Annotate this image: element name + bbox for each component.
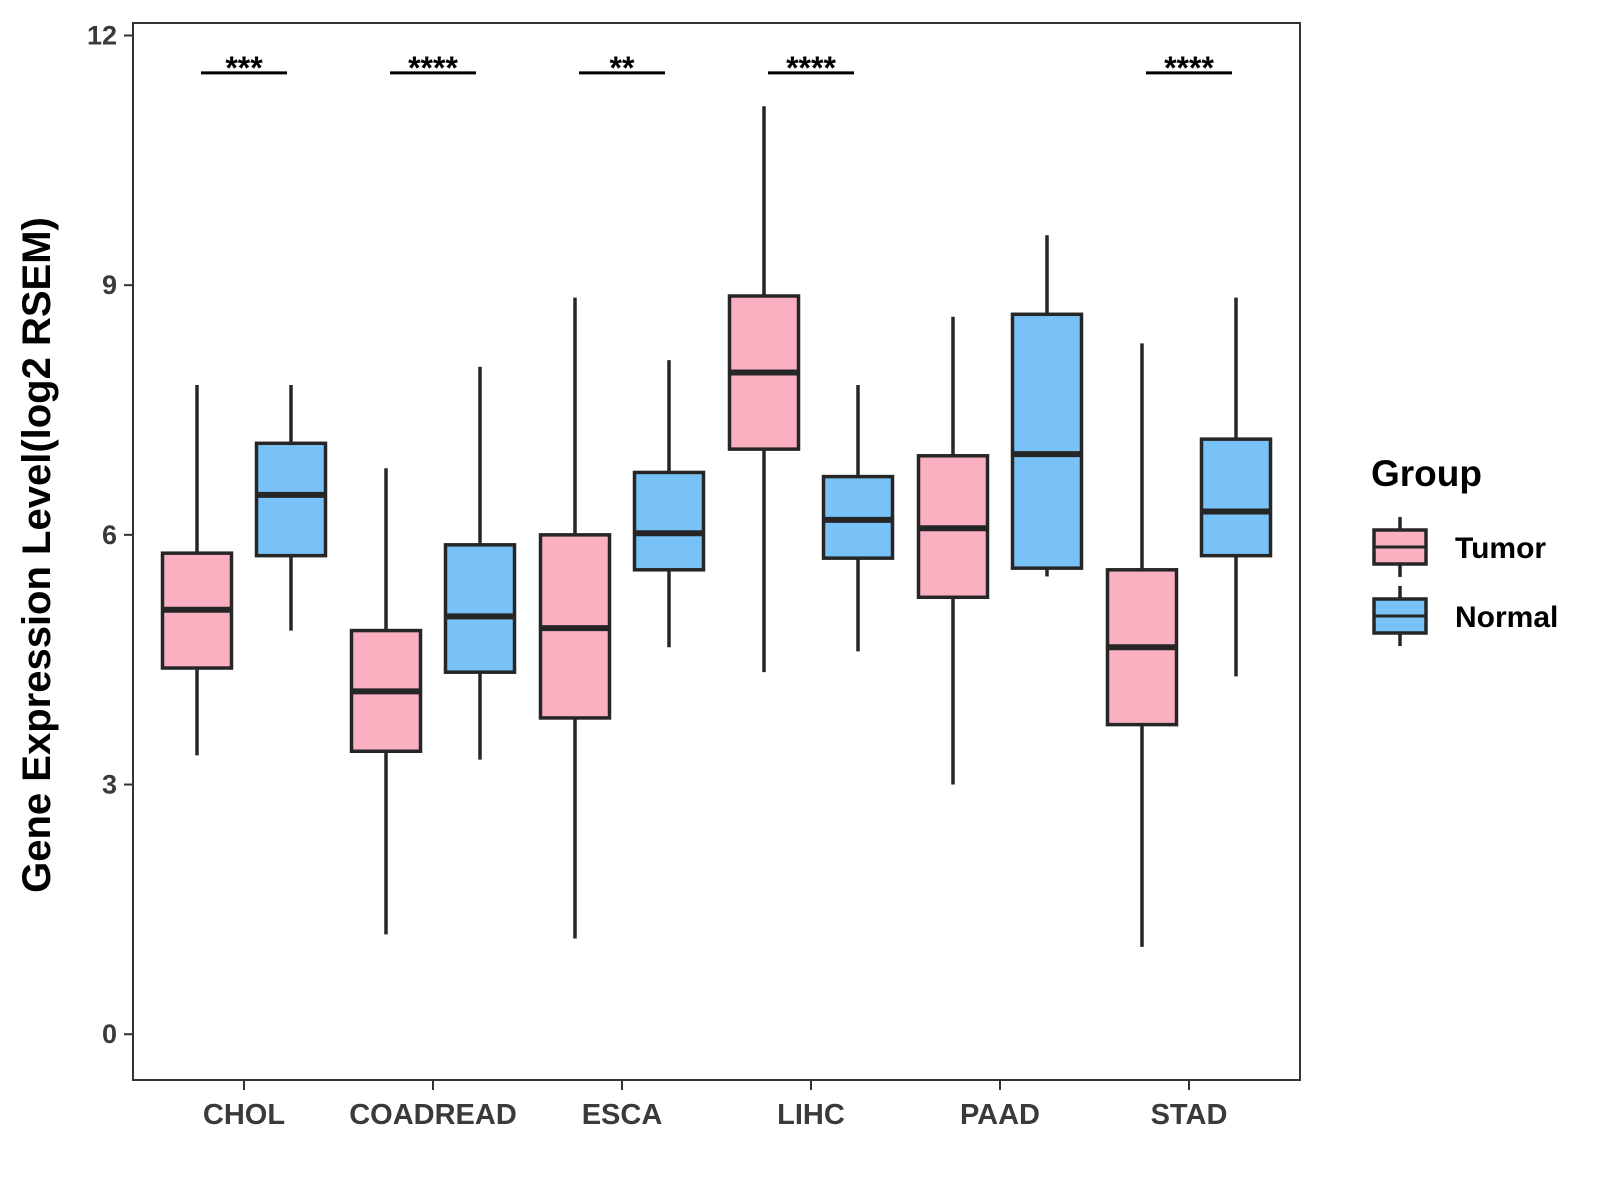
y-axis-title: Gene Expression Level(log2 RSEM) bbox=[15, 217, 59, 893]
significance-label: **** bbox=[1164, 50, 1214, 86]
box-lihc-tumor bbox=[727, 106, 801, 673]
box-esca-normal bbox=[632, 360, 706, 648]
x-tick-label-chol: CHOL bbox=[203, 1099, 285, 1131]
y-tick-label: 6 bbox=[102, 520, 117, 550]
x-tick-label-esca: ESCA bbox=[582, 1099, 663, 1131]
box-coadread-normal bbox=[443, 366, 517, 760]
significance-label: ** bbox=[610, 50, 635, 86]
legend-key-normal bbox=[1372, 586, 1428, 646]
box-chol-tumor bbox=[160, 385, 234, 756]
legend-label-tumor: Tumor bbox=[1455, 532, 1546, 565]
x-tick-label-paad: PAAD bbox=[960, 1099, 1040, 1131]
legend-title: Group bbox=[1371, 453, 1482, 494]
box-paad-normal bbox=[1010, 235, 1084, 577]
legend-key-tumor bbox=[1372, 517, 1428, 577]
box-paad-tumor bbox=[916, 316, 990, 785]
box-body bbox=[443, 543, 517, 674]
y-tick-label: 0 bbox=[102, 1019, 117, 1049]
legend-label-normal: Normal bbox=[1455, 601, 1558, 634]
y-tick-label: 9 bbox=[102, 270, 117, 300]
box-body bbox=[254, 441, 328, 558]
significance-label: **** bbox=[786, 50, 836, 86]
box-body bbox=[632, 470, 706, 572]
y-tick-label: 12 bbox=[87, 20, 117, 50]
box-body bbox=[1199, 437, 1273, 558]
box-stad-normal bbox=[1199, 297, 1273, 677]
significance-label: *** bbox=[225, 50, 263, 86]
significance-label: **** bbox=[408, 50, 458, 86]
box-lihc-normal bbox=[821, 385, 895, 652]
box-coadread-tumor bbox=[349, 468, 423, 935]
x-tick-label-stad: STAD bbox=[1151, 1099, 1228, 1131]
x-tick-label-lihc: LIHC bbox=[777, 1099, 845, 1131]
box-chol-normal bbox=[254, 385, 328, 631]
box-body bbox=[1010, 312, 1084, 570]
y-tick-label: 3 bbox=[102, 770, 117, 800]
plot-panel-border bbox=[132, 22, 1301, 1081]
box-stad-tumor bbox=[1105, 343, 1179, 947]
x-tick-label-coadread: COADREAD bbox=[349, 1099, 517, 1131]
box-esca-tumor bbox=[538, 297, 612, 939]
